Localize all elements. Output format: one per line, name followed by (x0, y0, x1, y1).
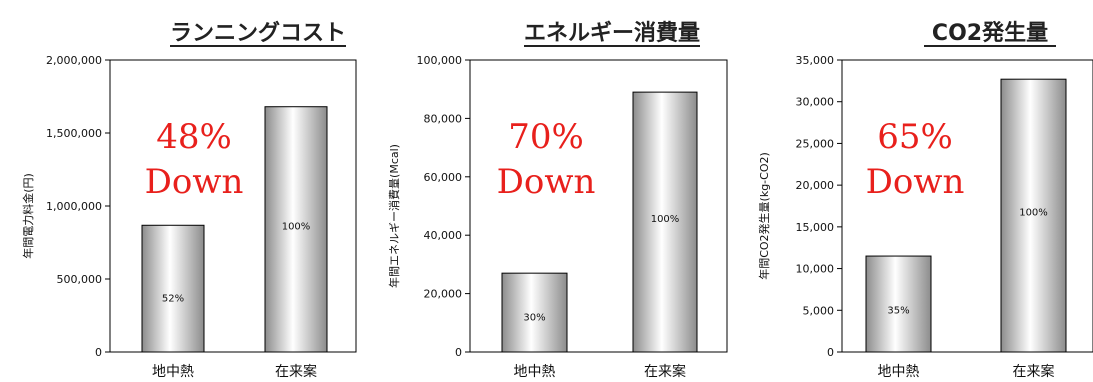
y-tick-label: 40,000 (424, 229, 463, 242)
bar-data-label: 100% (651, 214, 680, 225)
x-category-label: 地中熱 (152, 364, 194, 380)
y-axis-label: 年間エネルギー消費量(Mcal) (387, 144, 401, 288)
bar-data-label: 35% (887, 306, 909, 317)
y-tick-label: 35,000 (796, 54, 835, 67)
x-category-label: 在来案 (275, 363, 317, 380)
y-axis-label: 年間CO2発生量(kg-CO2) (757, 152, 771, 280)
plot-frame (841, 59, 1093, 353)
chart-title: CO2発生量 (932, 21, 1048, 46)
chart-title: ランニングコスト (170, 20, 346, 46)
y-tick-label: 30,000 (796, 96, 835, 109)
bar-data-label: 30% (523, 312, 545, 323)
y-tick-label: 0 (455, 346, 462, 359)
chart-1: ランニングコスト 0 500,000 1,000,000 1,500,000 2,000,… (21, 20, 357, 380)
y-axis-label: 年間電力料金(円) (21, 173, 35, 259)
reduction-percent: 65% (877, 117, 953, 157)
bar-data-label: 52% (162, 293, 184, 304)
bar-1 (865, 255, 932, 353)
y-tick-label: 1,000,000 (46, 200, 102, 213)
y-tick-label: 1,500,000 (46, 127, 102, 140)
chart-2: エネルギー消費量 0 20,000 40,000 60,000 80,000 100,000… (387, 21, 728, 380)
reduction-word: Down (497, 162, 596, 202)
y-tick-label: 10,000 (796, 263, 835, 276)
y-tick-label: 2,000,000 (46, 54, 102, 67)
x-category-label: 地中熱 (514, 364, 556, 380)
bar-1 (501, 272, 568, 353)
y-tick-label: 0 (95, 346, 102, 359)
y-tick-label: 80,000 (424, 112, 463, 125)
y-tick-label: 15,000 (796, 221, 835, 234)
y-tick-label: 20,000 (796, 179, 835, 192)
y-tick-label: 0 (827, 346, 834, 359)
bar-2 (632, 91, 698, 353)
bar-data-label: 100% (282, 221, 311, 232)
y-tick-label: 20,000 (424, 288, 463, 301)
reduction-word: Down (145, 162, 244, 202)
chart-title: エネルギー消費量 (524, 21, 700, 46)
x-category-label: 地中熱 (878, 364, 920, 380)
bar-2 (1000, 78, 1067, 353)
x-category-label: 在来案 (1013, 363, 1055, 380)
y-tick-label: 5,000 (803, 304, 835, 317)
y-tick-label: 25,000 (796, 137, 835, 150)
y-tick-label: 60,000 (424, 171, 463, 184)
chart-3: CO2発生量 0 5,000 10,000 15,000 20,000 25,000 30,0… (757, 21, 1093, 380)
reduction-percent: 48% (156, 117, 232, 157)
y-tick-label: 100,000 (417, 54, 463, 67)
bar-2 (264, 106, 328, 353)
bar-1 (141, 224, 205, 353)
reduction-percent: 70% (508, 117, 584, 157)
x-category-label: 在来案 (644, 363, 686, 380)
y-tick-label: 500,000 (57, 273, 103, 286)
plot-frame (469, 59, 728, 353)
reduction-word: Down (866, 162, 965, 202)
bar-data-label: 100% (1019, 208, 1048, 219)
